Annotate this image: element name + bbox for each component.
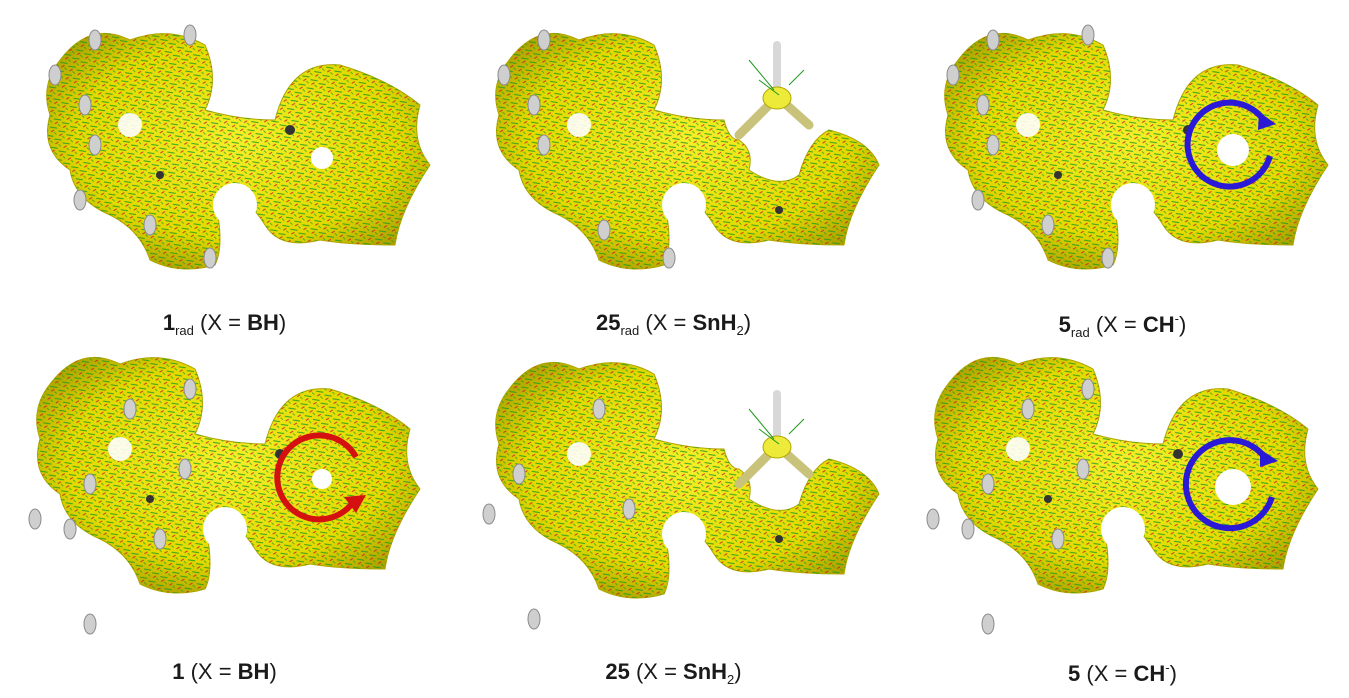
- substituent: CH: [1142, 312, 1175, 337]
- caption-close: ): [734, 659, 742, 684]
- caption-1rad: 1rad (X = BH): [0, 310, 449, 338]
- caption-1: 1 (X = BH): [0, 661, 449, 683]
- caption-close: ): [1179, 312, 1187, 337]
- diatropic-current-arrow: [274, 432, 366, 523]
- compound-subscript: rad: [620, 323, 640, 338]
- substituent-subscript: 2: [736, 323, 744, 338]
- caption-5: 5 (X = CH-): [898, 661, 1347, 685]
- compound-subscript: rad: [1070, 325, 1090, 340]
- compound-number: 5: [1058, 312, 1071, 337]
- molecule-25rad-acid-plot: [449, 0, 898, 300]
- substituent: BH: [247, 310, 279, 335]
- panel-1: 1 (X = BH): [0, 349, 449, 698]
- ring-hole: [1215, 469, 1251, 505]
- molecule-5-acid-plot: [898, 349, 1347, 649]
- ring-hole: [311, 147, 333, 169]
- caption-25rad: 25rad (X = SnH2): [449, 310, 898, 338]
- molecule-1-acid-plot: [0, 349, 449, 649]
- compound-number: 5: [1068, 661, 1081, 686]
- substituent-subscript: 2: [727, 672, 735, 687]
- molecule-1rad-acid-plot: [0, 0, 449, 300]
- substituent: CH: [1133, 661, 1166, 686]
- compound-number: 1: [162, 310, 176, 335]
- substituent-superscript: -: [1165, 660, 1170, 675]
- caption-close: ): [269, 659, 277, 684]
- paratropic-current-arrow: [1182, 437, 1278, 532]
- caption-25: 25 (X = SnH2): [449, 659, 898, 687]
- caption-open: (X =: [193, 310, 248, 335]
- caption-close: ): [278, 310, 287, 335]
- compound-number: 25: [605, 659, 630, 684]
- molecule-5rad-acid-plot: [898, 0, 1347, 300]
- molecule-25-acid-plot: [449, 349, 898, 649]
- ring-hole: [312, 469, 332, 489]
- panel-5: 5 (X = CH-): [898, 349, 1347, 698]
- caption-close: ): [1169, 661, 1177, 686]
- caption-5rad: 5rad (X = CH-): [898, 312, 1347, 339]
- panel-5rad: 5rad (X = CH-): [898, 0, 1347, 349]
- panel-1rad: 1rad (X = BH): [0, 0, 449, 349]
- substituent: SnH: [683, 659, 728, 684]
- caption-open: (X =: [1089, 312, 1143, 337]
- panel-25: 25 (X = SnH2): [449, 349, 898, 698]
- compound-number: 25: [595, 310, 621, 335]
- substituent: SnH: [692, 310, 737, 335]
- paratropic-current-arrow: [1184, 99, 1276, 190]
- panel-25rad: 25rad (X = SnH2): [449, 0, 898, 349]
- caption-open: (X =: [639, 310, 693, 335]
- substituent-superscript: -: [1174, 311, 1180, 326]
- compound-subscript: rad: [175, 323, 194, 338]
- caption-open: (X =: [1080, 661, 1134, 686]
- ring-hole: [1217, 134, 1249, 166]
- compound-number: 1: [172, 659, 185, 684]
- caption-open: (X =: [184, 659, 238, 684]
- caption-close: ): [743, 310, 752, 335]
- caption-open: (X =: [629, 659, 684, 684]
- substituent: BH: [237, 659, 270, 684]
